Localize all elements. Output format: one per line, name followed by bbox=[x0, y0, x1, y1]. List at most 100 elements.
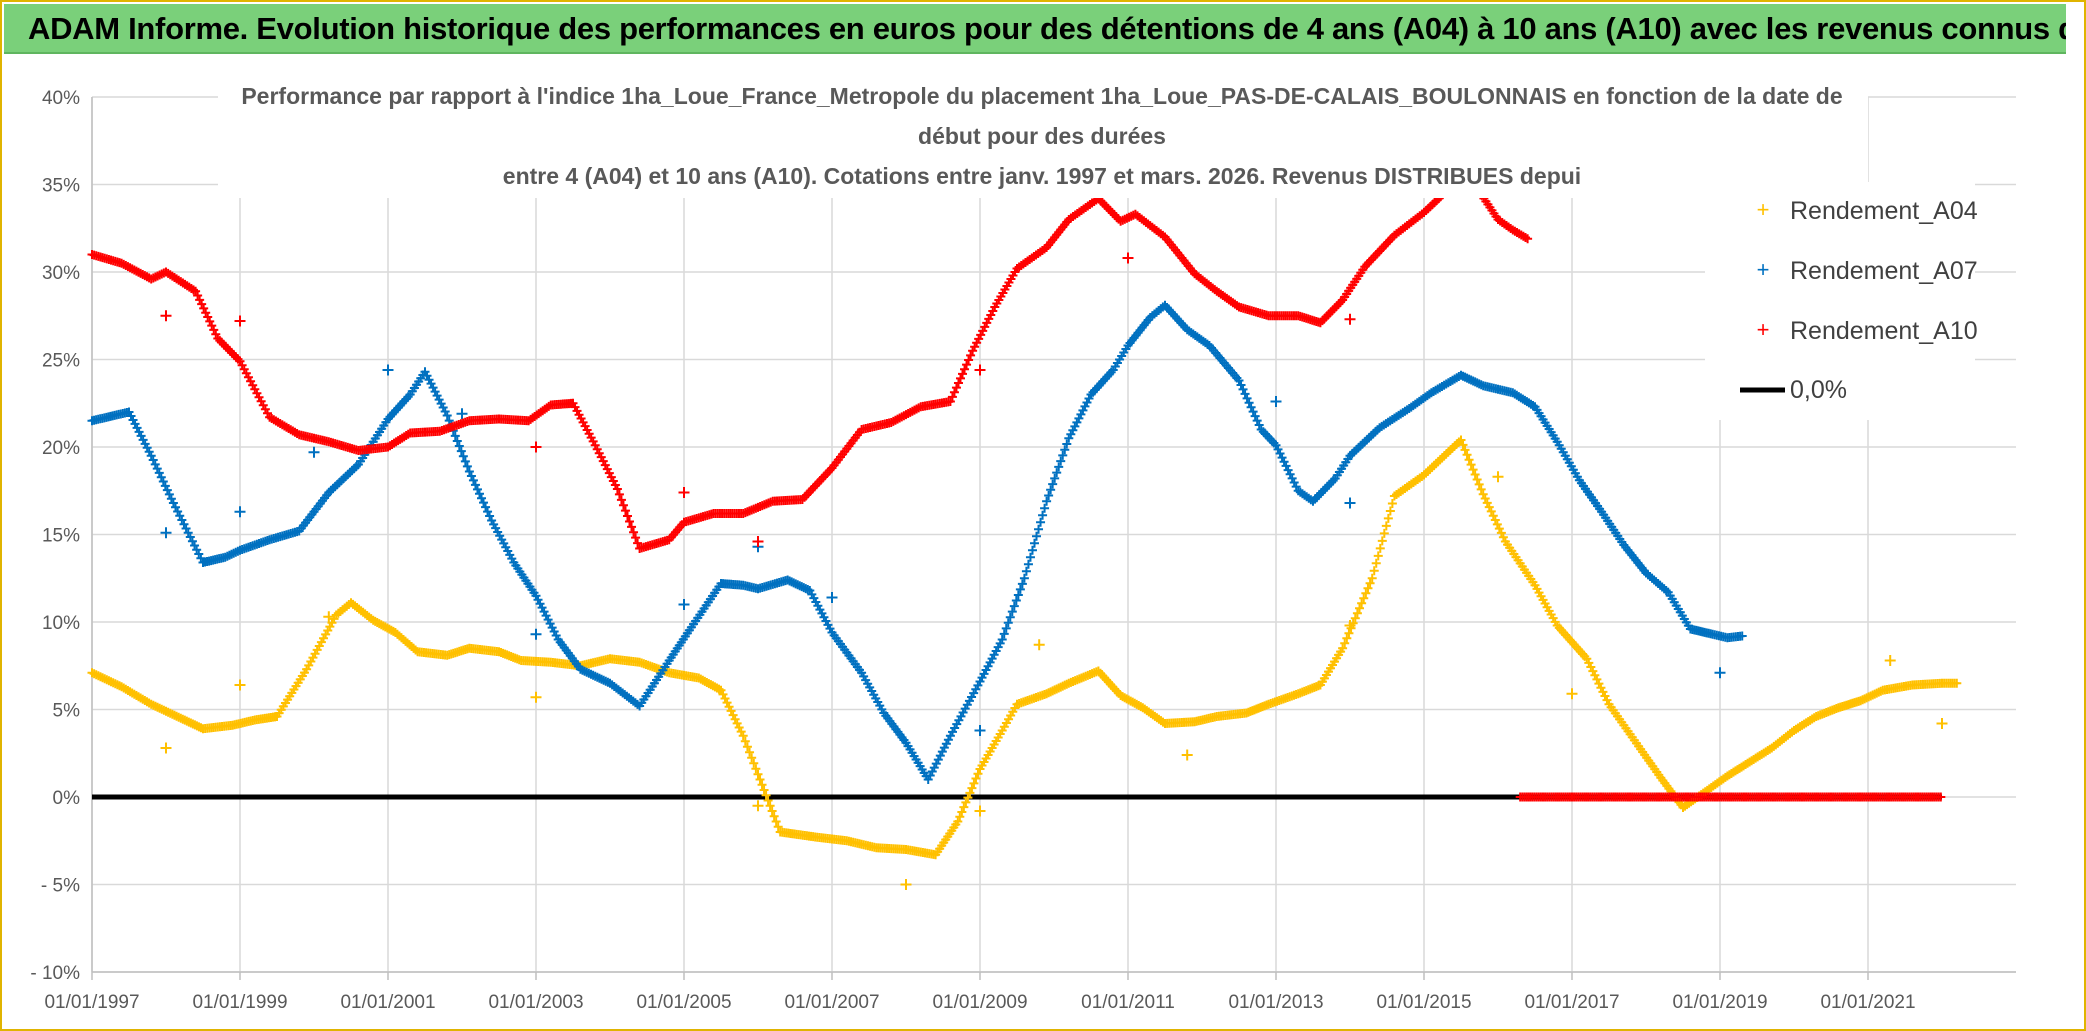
series-a04-point bbox=[1338, 643, 1348, 653]
x-tick-label: 01/01/2001 bbox=[340, 992, 435, 1013]
chart-title-line-2: début pour des durées bbox=[918, 123, 1166, 149]
y-tick-label: 20% bbox=[42, 438, 80, 459]
series-a04-point bbox=[1369, 566, 1379, 576]
series-a07-point bbox=[173, 507, 183, 516]
series-a04-point bbox=[1484, 502, 1494, 512]
series-a04-point bbox=[1490, 515, 1500, 525]
series-a07-point bbox=[187, 536, 197, 546]
chart-title-line-3: entre 4 (A04) et 10 ans (A10). Cotations… bbox=[503, 163, 1581, 189]
series-a07-point bbox=[472, 484, 482, 494]
series-a07-outlier bbox=[234, 506, 246, 518]
series-a04-point bbox=[1470, 470, 1480, 480]
series-a07-point bbox=[150, 459, 160, 469]
x-tick-label: 01/01/2011 bbox=[1081, 992, 1175, 1013]
series-a07-point bbox=[462, 461, 472, 471]
x-tick-label: 01/01/1997 bbox=[44, 992, 139, 1013]
series-a10-point bbox=[945, 397, 955, 406]
series-a04-point bbox=[753, 769, 763, 779]
series-a07-point bbox=[1246, 402, 1256, 412]
series-a07-point bbox=[158, 477, 168, 487]
series-a10-point bbox=[949, 387, 959, 397]
series-a04-point bbox=[1460, 445, 1470, 455]
series-a07-point bbox=[464, 467, 474, 476]
series-a10-point bbox=[629, 527, 639, 537]
series-a07-point bbox=[999, 629, 1009, 639]
x-tick-label: 01/01/2003 bbox=[488, 992, 583, 1013]
series-a10-point bbox=[612, 484, 622, 494]
series-a04-point bbox=[755, 775, 765, 784]
series-a07-outlier bbox=[974, 725, 986, 736]
series-a04-point bbox=[740, 736, 750, 746]
series-a07-point bbox=[460, 456, 470, 466]
series-a10-point bbox=[203, 312, 213, 322]
series-a04-point bbox=[1387, 498, 1397, 508]
series-a04-point bbox=[969, 778, 979, 788]
legend-a04-label: Rendement_A04 bbox=[1790, 197, 1978, 225]
series-a07-point bbox=[1007, 607, 1017, 617]
series-a07-point bbox=[160, 481, 170, 491]
series-a10-point bbox=[966, 350, 976, 360]
series-a07-point bbox=[1238, 384, 1248, 394]
series-a10-point bbox=[964, 355, 974, 365]
x-tick-label: 01/01/1999 bbox=[192, 992, 287, 1013]
series-a04-point bbox=[965, 788, 975, 798]
series-a04-point bbox=[763, 796, 773, 805]
series-a07-outlier bbox=[308, 446, 320, 458]
series-a07-point bbox=[454, 441, 464, 451]
series-a07-point bbox=[477, 493, 487, 503]
series-a04-point bbox=[1468, 465, 1478, 475]
series-a07-point bbox=[1044, 491, 1054, 501]
y-tick-label: 40% bbox=[42, 88, 80, 109]
series-a04-outlier bbox=[752, 800, 764, 812]
series-a04-point bbox=[973, 769, 983, 779]
series-a07-point bbox=[1250, 411, 1260, 421]
series-a07-point bbox=[458, 451, 468, 461]
series-a07-point bbox=[183, 528, 193, 538]
series-a07-point bbox=[483, 507, 493, 517]
series-a04-point bbox=[959, 802, 969, 812]
series-a04-outlier bbox=[1566, 688, 1578, 700]
series-a07-point bbox=[444, 416, 454, 426]
series-a04-point bbox=[1952, 678, 1962, 688]
legend-background bbox=[1705, 182, 1975, 420]
series-a04-point bbox=[953, 817, 963, 826]
series-a04-point bbox=[1476, 484, 1486, 494]
series-a07-outlier bbox=[382, 364, 394, 376]
series-a04-point bbox=[747, 753, 757, 763]
series-a04-outlier bbox=[160, 742, 172, 754]
series-a07-point bbox=[1005, 612, 1015, 622]
series-a07-outlier bbox=[160, 527, 172, 539]
series-a07-point bbox=[1017, 579, 1027, 589]
x-tick-label: 01/01/2017 bbox=[1524, 992, 1619, 1013]
series-a04-outlier bbox=[1936, 718, 1948, 729]
series-a07-point bbox=[190, 541, 200, 550]
series-a04-point bbox=[1464, 455, 1474, 465]
series-a07-point bbox=[1003, 618, 1013, 628]
legend-a04-marker: + bbox=[1757, 197, 1770, 222]
series-a07-point bbox=[1029, 538, 1039, 548]
series-a04-point bbox=[1488, 511, 1498, 521]
series-a04-point bbox=[1373, 551, 1383, 561]
series-a07-point bbox=[452, 436, 462, 446]
series-a04-point bbox=[1342, 633, 1352, 643]
series-a04-point bbox=[963, 793, 973, 803]
series-a04-point bbox=[1367, 573, 1377, 583]
series-a07-point bbox=[1038, 510, 1048, 520]
series-a04-point bbox=[1486, 506, 1496, 516]
series-a10-point bbox=[633, 538, 643, 548]
series-a04-outlier bbox=[974, 805, 986, 817]
chart-title-line-1: Performance par rapport à l'indice 1ha_L… bbox=[241, 83, 1842, 109]
series-a04-point bbox=[751, 764, 761, 774]
y-tick-label: 30% bbox=[42, 263, 80, 284]
series-a07-point bbox=[181, 524, 191, 533]
series-a07-point bbox=[450, 431, 460, 441]
series-a07-point bbox=[1042, 496, 1052, 506]
series-a07-point bbox=[1021, 566, 1031, 576]
series-a07-point bbox=[154, 468, 164, 478]
series-a07-point bbox=[1034, 524, 1044, 534]
series-a04-outlier bbox=[900, 879, 912, 890]
series-a04-point bbox=[1357, 598, 1367, 608]
series-a04-point bbox=[1496, 528, 1506, 538]
series-a10-point bbox=[1523, 234, 1533, 244]
